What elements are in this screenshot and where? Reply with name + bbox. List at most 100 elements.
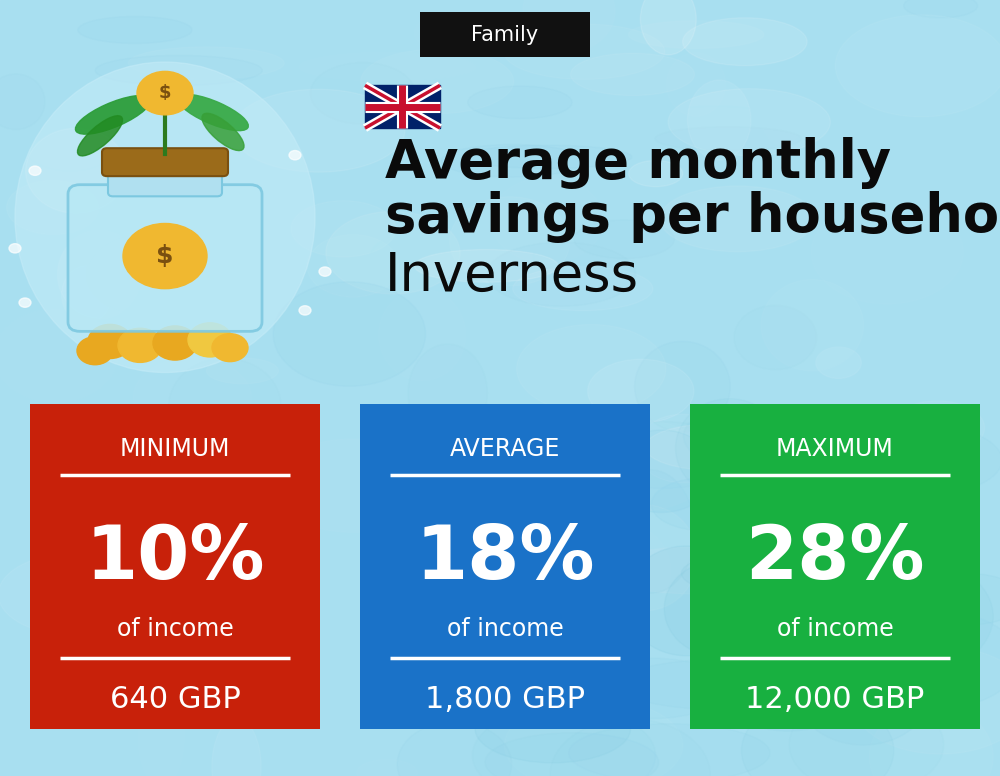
Circle shape	[153, 326, 197, 360]
Ellipse shape	[742, 698, 894, 776]
Ellipse shape	[128, 47, 284, 79]
Ellipse shape	[62, 265, 112, 323]
Circle shape	[299, 306, 311, 315]
Ellipse shape	[406, 522, 527, 608]
Ellipse shape	[7, 180, 99, 234]
Ellipse shape	[837, 610, 1000, 710]
Circle shape	[289, 151, 301, 160]
Ellipse shape	[681, 550, 857, 597]
Ellipse shape	[835, 606, 978, 666]
Ellipse shape	[273, 282, 426, 386]
Ellipse shape	[576, 658, 727, 719]
Ellipse shape	[550, 661, 649, 705]
Ellipse shape	[911, 573, 1000, 625]
Ellipse shape	[631, 106, 800, 154]
Ellipse shape	[533, 225, 703, 289]
Ellipse shape	[668, 88, 830, 155]
Ellipse shape	[761, 279, 864, 371]
Ellipse shape	[15, 62, 315, 372]
Ellipse shape	[414, 250, 558, 282]
Ellipse shape	[645, 424, 785, 470]
Circle shape	[88, 324, 132, 359]
Ellipse shape	[397, 722, 512, 776]
Circle shape	[188, 323, 232, 357]
Ellipse shape	[707, 610, 829, 699]
Text: MAXIMUM: MAXIMUM	[776, 437, 894, 460]
Ellipse shape	[202, 113, 244, 151]
Ellipse shape	[487, 242, 636, 307]
Ellipse shape	[15, 95, 125, 171]
Ellipse shape	[683, 18, 807, 66]
Ellipse shape	[816, 347, 861, 379]
Ellipse shape	[261, 541, 301, 628]
Ellipse shape	[760, 77, 805, 145]
Ellipse shape	[676, 399, 783, 497]
Circle shape	[212, 334, 248, 362]
Ellipse shape	[326, 211, 460, 294]
Ellipse shape	[735, 499, 837, 549]
Ellipse shape	[408, 344, 487, 442]
Ellipse shape	[174, 328, 352, 405]
Ellipse shape	[66, 417, 108, 485]
Ellipse shape	[311, 387, 430, 495]
Ellipse shape	[814, 670, 883, 728]
Ellipse shape	[833, 424, 1000, 497]
Circle shape	[77, 337, 113, 365]
Ellipse shape	[24, 289, 202, 326]
Ellipse shape	[357, 760, 417, 776]
Ellipse shape	[464, 145, 632, 168]
Ellipse shape	[710, 665, 859, 719]
Ellipse shape	[26, 128, 127, 213]
Circle shape	[137, 71, 193, 115]
Ellipse shape	[832, 558, 993, 675]
Text: 18%: 18%	[415, 522, 595, 595]
Ellipse shape	[618, 660, 822, 710]
Ellipse shape	[468, 86, 572, 119]
Ellipse shape	[232, 89, 405, 172]
Ellipse shape	[789, 696, 944, 776]
Ellipse shape	[766, 564, 899, 619]
Circle shape	[123, 223, 207, 289]
FancyBboxPatch shape	[68, 185, 262, 331]
Ellipse shape	[0, 553, 150, 636]
Ellipse shape	[667, 53, 726, 116]
Ellipse shape	[734, 305, 817, 369]
Bar	[365, 85, 440, 128]
Ellipse shape	[291, 201, 396, 257]
Ellipse shape	[571, 54, 694, 95]
Circle shape	[19, 298, 31, 307]
Ellipse shape	[607, 430, 715, 512]
Ellipse shape	[655, 126, 801, 151]
FancyBboxPatch shape	[108, 167, 222, 196]
Ellipse shape	[450, 197, 570, 286]
Ellipse shape	[504, 698, 683, 776]
Ellipse shape	[212, 719, 261, 776]
Ellipse shape	[684, 404, 808, 468]
Ellipse shape	[369, 240, 410, 286]
Ellipse shape	[58, 230, 141, 318]
Text: Average monthly: Average monthly	[385, 137, 891, 189]
Text: of income: of income	[117, 617, 233, 640]
Text: MINIMUM: MINIMUM	[120, 437, 230, 460]
Ellipse shape	[0, 74, 45, 130]
Ellipse shape	[77, 116, 123, 156]
Ellipse shape	[640, 0, 696, 55]
Ellipse shape	[726, 661, 850, 731]
Ellipse shape	[527, 625, 591, 708]
Ellipse shape	[192, 431, 326, 492]
Ellipse shape	[628, 21, 764, 48]
Ellipse shape	[869, 705, 993, 776]
Ellipse shape	[89, 643, 218, 686]
Ellipse shape	[310, 63, 415, 124]
Ellipse shape	[0, 309, 118, 403]
Ellipse shape	[687, 80, 751, 160]
Ellipse shape	[95, 55, 262, 85]
Ellipse shape	[361, 49, 514, 114]
Ellipse shape	[527, 71, 587, 133]
Ellipse shape	[725, 490, 857, 561]
Ellipse shape	[500, 650, 649, 698]
Text: 640 GBP: 640 GBP	[110, 685, 240, 715]
Circle shape	[118, 328, 162, 362]
Ellipse shape	[87, 231, 224, 317]
Ellipse shape	[866, 187, 1000, 232]
